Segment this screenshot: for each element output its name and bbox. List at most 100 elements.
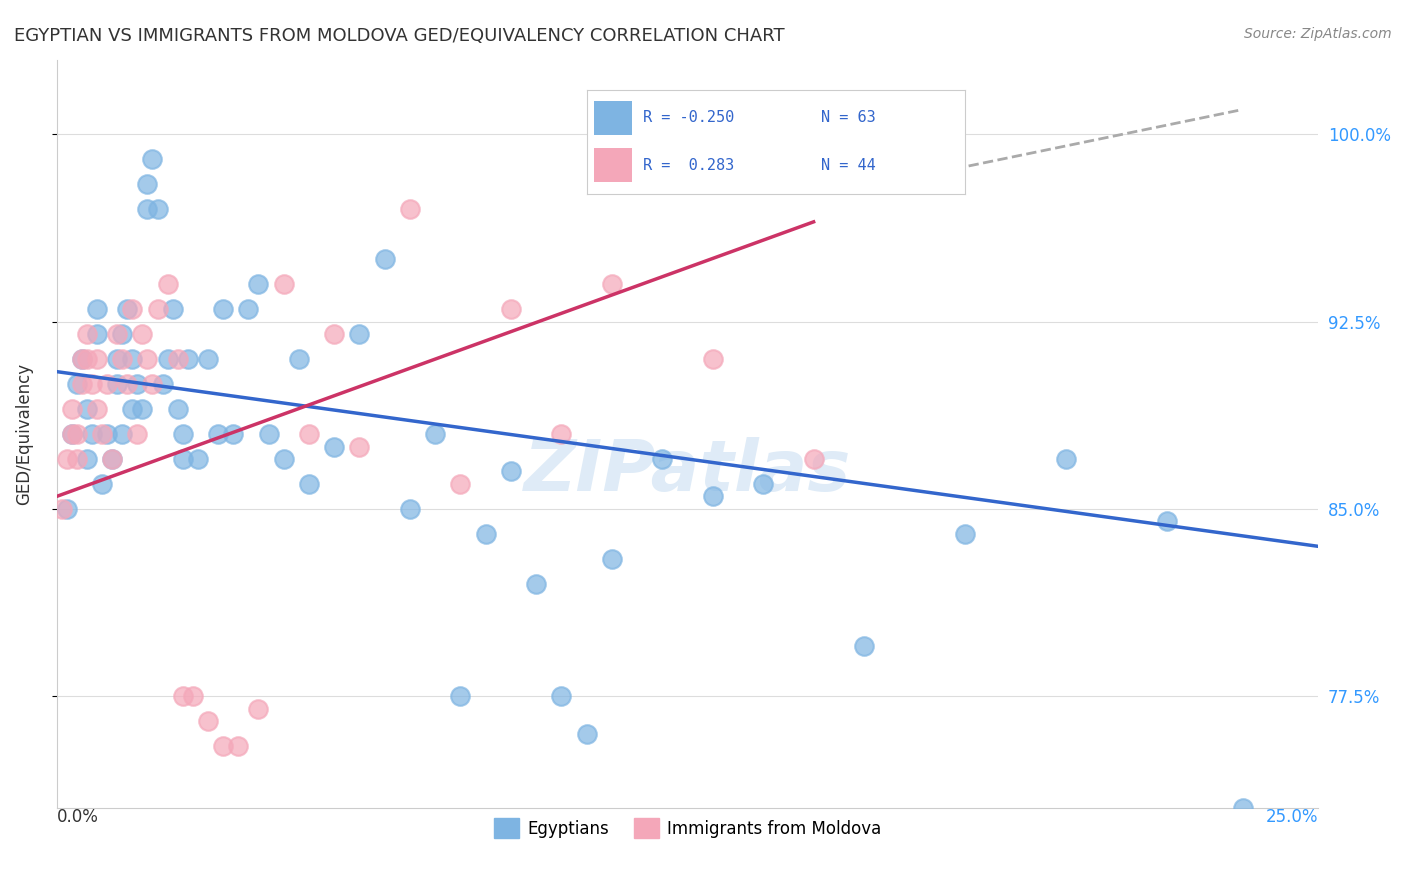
Point xyxy=(76,327,98,342)
Point xyxy=(156,352,179,367)
Point xyxy=(399,202,422,217)
Point xyxy=(449,477,471,491)
Point xyxy=(86,402,108,417)
Point xyxy=(131,327,153,342)
Point xyxy=(70,352,93,367)
Point xyxy=(1232,801,1254,815)
Point xyxy=(111,327,134,342)
Point xyxy=(66,377,89,392)
Point xyxy=(600,551,623,566)
Point xyxy=(136,202,159,217)
Point xyxy=(66,452,89,467)
Point xyxy=(146,202,169,217)
Point xyxy=(423,427,446,442)
Text: 25.0%: 25.0% xyxy=(1265,808,1319,827)
Point xyxy=(91,477,114,491)
Point xyxy=(273,277,295,292)
Point xyxy=(273,452,295,467)
Point xyxy=(121,352,143,367)
Point xyxy=(298,427,321,442)
Point xyxy=(474,527,496,541)
Point xyxy=(702,490,724,504)
Point xyxy=(146,302,169,317)
Point xyxy=(70,377,93,392)
Point xyxy=(172,689,194,703)
Point xyxy=(499,302,522,317)
Point xyxy=(257,427,280,442)
Point xyxy=(752,477,775,491)
Point xyxy=(55,502,77,516)
Point xyxy=(702,352,724,367)
Point xyxy=(600,277,623,292)
Point xyxy=(60,427,83,442)
Text: EGYPTIAN VS IMMIGRANTS FROM MOLDOVA GED/EQUIVALENCY CORRELATION CHART: EGYPTIAN VS IMMIGRANTS FROM MOLDOVA GED/… xyxy=(14,27,785,45)
Point xyxy=(96,377,118,392)
Point xyxy=(131,402,153,417)
Point xyxy=(66,427,89,442)
Point xyxy=(651,452,673,467)
Point xyxy=(121,302,143,317)
Point xyxy=(247,701,270,715)
Point xyxy=(803,452,825,467)
Point xyxy=(76,452,98,467)
Point xyxy=(117,302,139,317)
Point xyxy=(76,402,98,417)
Point xyxy=(156,277,179,292)
Point xyxy=(86,352,108,367)
Point xyxy=(101,452,124,467)
Point xyxy=(101,452,124,467)
Point xyxy=(222,427,245,442)
Point xyxy=(374,252,396,267)
Point xyxy=(91,427,114,442)
Point xyxy=(127,427,149,442)
Point xyxy=(323,327,346,342)
Point xyxy=(117,377,139,392)
Point xyxy=(499,465,522,479)
Point xyxy=(86,327,108,342)
Point xyxy=(80,377,103,392)
Point xyxy=(96,427,118,442)
Point xyxy=(449,689,471,703)
Point xyxy=(86,302,108,317)
Point xyxy=(166,402,188,417)
Point xyxy=(197,714,219,728)
Point xyxy=(127,377,149,392)
Point xyxy=(238,302,260,317)
Point xyxy=(550,427,572,442)
Point xyxy=(247,277,270,292)
Point xyxy=(1054,452,1077,467)
Point xyxy=(207,427,229,442)
Point xyxy=(51,502,73,516)
Point xyxy=(162,302,184,317)
Point xyxy=(60,427,83,442)
Point xyxy=(226,739,249,753)
Point xyxy=(953,527,976,541)
Point xyxy=(187,452,209,467)
Point xyxy=(349,327,371,342)
Point xyxy=(166,352,188,367)
Point xyxy=(141,377,163,392)
Point xyxy=(197,352,219,367)
Point xyxy=(323,440,346,454)
Point xyxy=(177,352,200,367)
Point xyxy=(298,477,321,491)
Legend: Egyptians, Immigrants from Moldova: Egyptians, Immigrants from Moldova xyxy=(486,812,889,845)
Y-axis label: GED/Equivalency: GED/Equivalency xyxy=(15,363,32,505)
Point xyxy=(1156,515,1178,529)
Point xyxy=(105,327,128,342)
Point xyxy=(105,352,128,367)
Point xyxy=(288,352,311,367)
Point xyxy=(111,352,134,367)
Point xyxy=(575,726,598,740)
Point xyxy=(80,427,103,442)
Point xyxy=(399,502,422,516)
Point xyxy=(152,377,174,392)
Text: 0.0%: 0.0% xyxy=(56,808,98,827)
Point xyxy=(70,352,93,367)
Point xyxy=(136,352,159,367)
Point xyxy=(524,576,547,591)
Point xyxy=(853,639,876,653)
Point xyxy=(111,427,134,442)
Point xyxy=(349,440,371,454)
Point xyxy=(172,427,194,442)
